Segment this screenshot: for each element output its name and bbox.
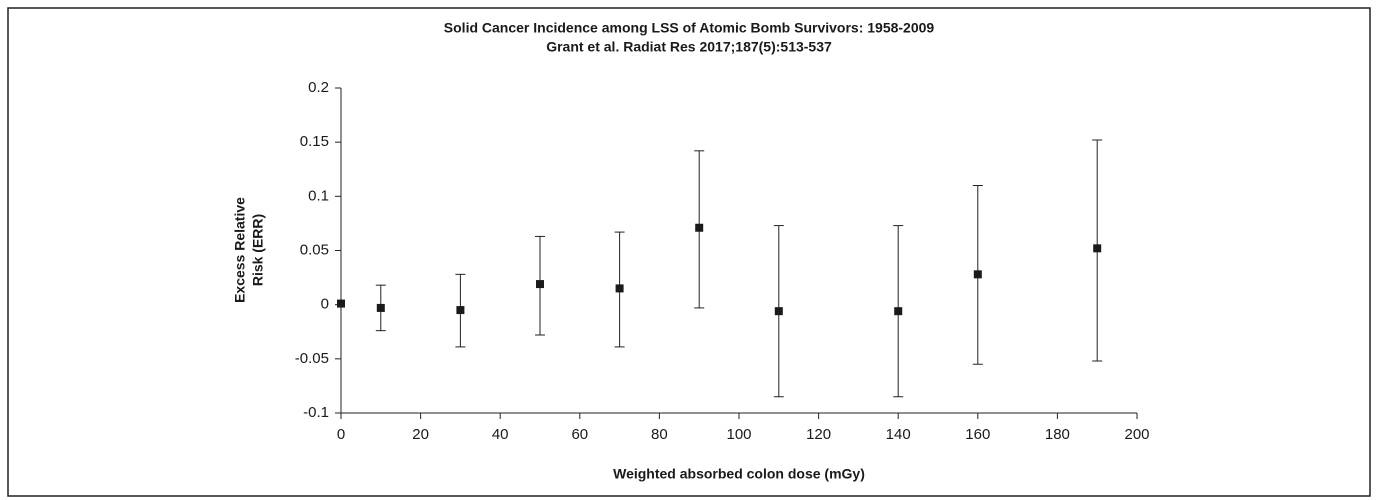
x-tick-label: 180 [1045, 426, 1070, 443]
y-axis-label-line: Excess Relative [232, 197, 248, 303]
x-tick-label: 100 [726, 426, 751, 443]
point [376, 303, 385, 312]
chart-subtitle: Grant et al. Radiat Res 2017;187(5):513-… [546, 39, 832, 55]
y-axis-label-line: Risk (ERR) [250, 214, 266, 286]
x-axis-label: Weighted absorbed colon dose (mGy) [613, 466, 865, 482]
x-tick-label: 140 [886, 426, 911, 443]
y-axis-label: Excess Relative Risk (ERR) [232, 197, 266, 303]
y-tick-label: 0.1 [308, 187, 329, 204]
point [695, 223, 704, 232]
x-tick-label: 80 [651, 426, 668, 443]
y-tick-label: -0.1 [303, 404, 329, 421]
chart-title: Solid Cancer Incidence among LSS of Atom… [444, 20, 935, 36]
frame [7, 7, 1371, 497]
point [337, 299, 345, 308]
x-tick-label: 120 [806, 426, 831, 443]
point [1093, 244, 1102, 253]
point [774, 307, 783, 316]
point [973, 270, 982, 279]
x-tick-label: 0 [337, 426, 345, 443]
x-tick-label: 60 [571, 426, 588, 443]
y-tick-label: 0 [321, 296, 329, 313]
x-tick-label: 160 [965, 426, 990, 443]
point [456, 306, 465, 315]
y-tick-label: 0.2 [308, 79, 329, 96]
point [536, 280, 544, 289]
point [615, 284, 624, 293]
x-tick-label: 200 [1124, 426, 1149, 443]
point [894, 307, 903, 316]
y-tick-label: 0.05 [300, 241, 329, 258]
x-tick-label: 20 [412, 426, 429, 443]
x-tick-label: 40 [492, 426, 509, 443]
y-tick-label: -0.05 [295, 350, 329, 367]
y-tick-label: 0.15 [300, 133, 329, 150]
